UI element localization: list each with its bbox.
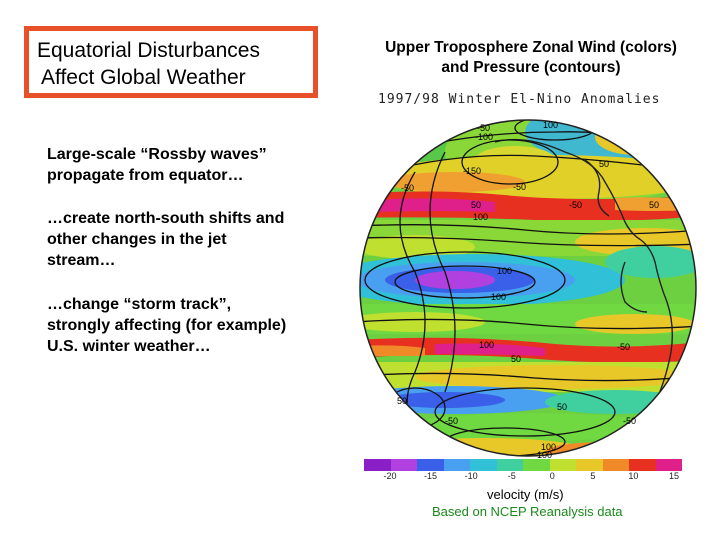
colorbar-segment — [496, 459, 523, 471]
colorbar-tick-label: -5 — [507, 471, 516, 481]
contour-label: -100 — [475, 132, 493, 142]
colorbar-segment — [523, 459, 550, 471]
colorbar-segment — [655, 459, 682, 471]
map-title-line-2: and Pressure (contours) — [441, 59, 621, 76]
wind-field — [360, 120, 696, 456]
contour-label: 100 — [479, 340, 494, 350]
colorbar-segment — [549, 459, 576, 471]
contour-label: 50 — [471, 200, 481, 210]
title-line-1: Equatorial Disturbances — [37, 39, 260, 62]
paragraph-rossby-waves: Large-scale “Rossby waves” propagate fro… — [47, 144, 267, 186]
globe-map: -50 -100 100 50 -150 -50 -50 50 100 -50 … — [359, 119, 697, 460]
contour-label: 50 — [649, 200, 659, 210]
contour-label: 100 — [497, 266, 512, 276]
colorbar-segment — [390, 459, 417, 471]
map-title-line-1: Upper Troposphere Zonal Wind (colors) — [385, 39, 677, 56]
paragraph-line: strongly affecting (for example) — [47, 317, 287, 334]
source-credit: Based on NCEP Reanalysis data — [432, 504, 623, 519]
contour-label: 50 — [397, 396, 407, 406]
contour-label: 50 — [557, 402, 567, 412]
colorbar-segment — [470, 459, 497, 471]
contour-label: 100 — [541, 442, 556, 452]
colorbar-ticks: -20 -15 -10 -5 0 5 10 15 — [364, 471, 682, 483]
contour-label: -50 — [477, 123, 490, 133]
title-line-2: Affect Global Weather — [41, 66, 246, 89]
colorbar-label: velocity (m/s) — [487, 487, 564, 502]
contour-label: -50 — [445, 416, 458, 426]
colorbar-tick-label: -10 — [464, 471, 478, 481]
paragraph-line: …create north-south shifts and — [47, 210, 285, 227]
contour-label: 100 — [543, 120, 558, 130]
colorbar-segment — [576, 459, 603, 471]
paragraph-line: …change “storm track”, — [47, 296, 232, 313]
map-title: Upper Troposphere Zonal Wind (colors) an… — [346, 38, 716, 78]
title-box: Equatorial Disturbances Affect Global We… — [24, 26, 318, 98]
contour-label: -50 — [617, 342, 630, 352]
colorbar-tick-label: 0 — [549, 471, 555, 481]
contour-label: -50 — [569, 200, 582, 210]
colorbar-tick-label: -15 — [424, 471, 438, 481]
paragraph-line: other changes in the jet — [47, 231, 227, 248]
contour-label: 50 — [599, 159, 609, 169]
colorbar-segment — [364, 459, 391, 471]
contour-label: -50 — [401, 183, 414, 193]
contour-label: 100 — [537, 450, 552, 460]
colorbar-segment — [602, 459, 629, 471]
colorbar-segment — [443, 459, 470, 471]
contour-labels: -50 -100 100 50 -150 -50 -50 50 100 -50 … — [397, 120, 659, 460]
globe-outline — [359, 119, 697, 457]
contour-label: 100 — [491, 292, 506, 302]
colorbar-tick-label: 5 — [590, 471, 596, 481]
colorbar-tick-label: -20 — [383, 471, 397, 481]
contour-label: -150 — [463, 166, 481, 176]
paragraph-jet-stream: …create north-south shifts and other cha… — [47, 208, 284, 271]
paragraph-storm-track: …change “storm track”, strongly affectin… — [47, 294, 286, 357]
colorbar — [364, 459, 682, 471]
colorbar-tick-label: 15 — [668, 471, 680, 481]
contour-label: 100 — [473, 212, 488, 222]
contour-label: 50 — [511, 354, 521, 364]
paragraph-line: stream… — [47, 252, 116, 269]
paragraph-line: Large-scale “Rossby waves” — [47, 146, 267, 163]
contour-label: -50 — [623, 416, 636, 426]
colorbar-tick-label: 10 — [628, 471, 639, 481]
contour-label: -50 — [513, 182, 526, 192]
colorbar-segment — [629, 459, 656, 471]
paragraph-line: propagate from equator… — [47, 167, 244, 184]
colorbar-segment — [417, 459, 444, 471]
map-subtitle: 1997/98 Winter El-Nino Anomalies — [378, 92, 661, 107]
paragraph-line: U.S. winter weather… — [47, 338, 211, 355]
